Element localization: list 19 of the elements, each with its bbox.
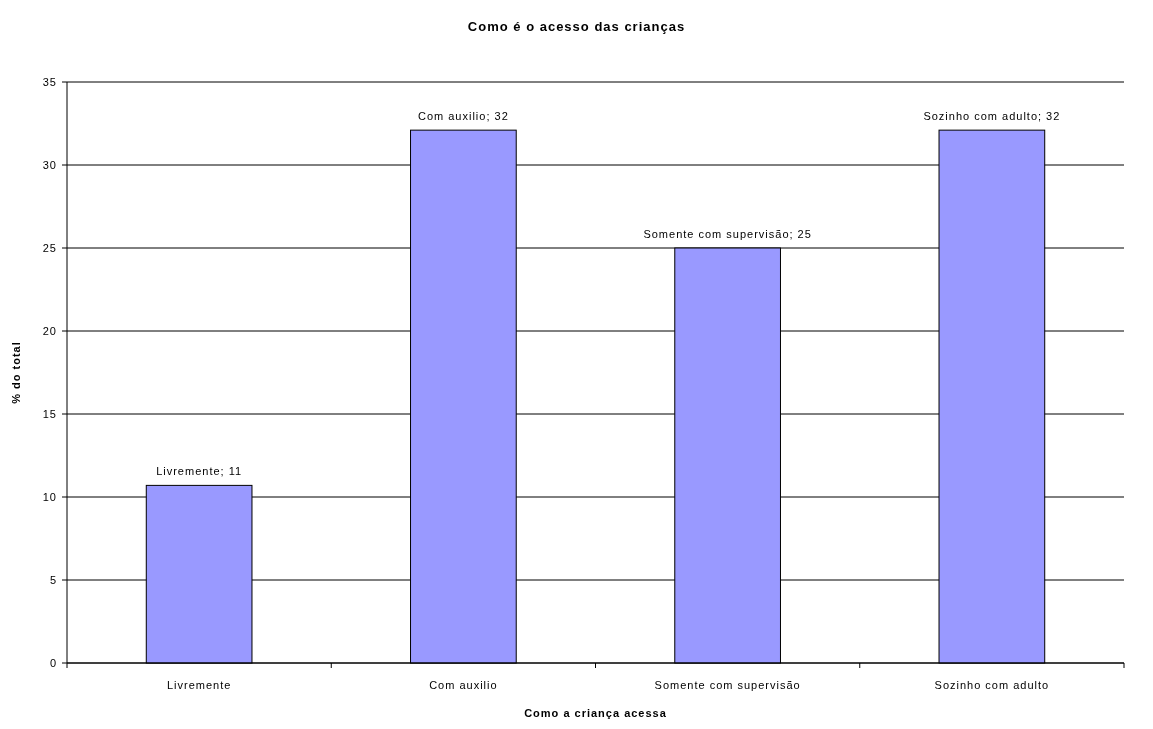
data-label: Com auxilio; 32 (417, 110, 509, 123)
y-tick-label: 35 (42, 75, 57, 88)
x-tick-label: Livremente (166, 679, 232, 691)
y-axis-title: % do total (10, 341, 22, 404)
y-tick-label: 20 (42, 324, 57, 337)
x-tick-label: Sozinho com adulto (934, 679, 1050, 691)
x-tick-label: Com auxilio (429, 679, 498, 691)
y-tick-label: 25 (42, 241, 57, 254)
y-tick-label: 0 (49, 656, 57, 669)
x-axis-title: Como a criança acessa (524, 707, 667, 719)
y-tick-label: 30 (42, 158, 57, 171)
data-label: Sozinho com adulto; 32 (923, 110, 1061, 123)
y-tick-label: 15 (42, 407, 57, 420)
x-tick-label: Somente com supervisão (654, 679, 801, 691)
data-label: Livremente; 11 (156, 465, 243, 478)
chart-title: Como é o acesso das crianças (467, 19, 686, 34)
data-label: Somente com supervisão; 25 (643, 228, 812, 240)
y-tick-label: 5 (49, 573, 57, 586)
y-tick-label: 10 (42, 490, 57, 503)
